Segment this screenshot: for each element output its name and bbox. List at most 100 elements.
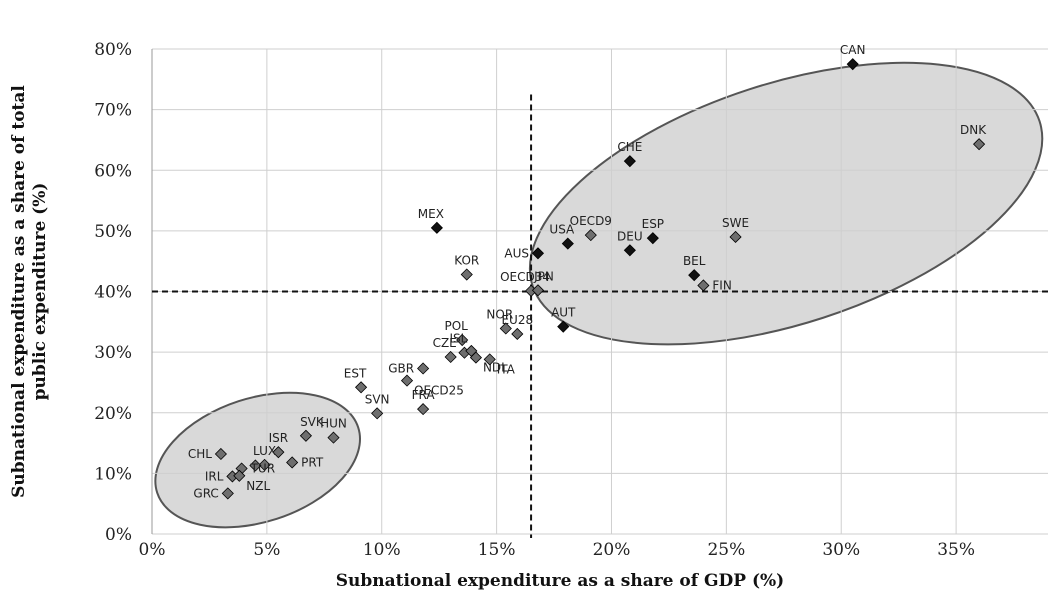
point-label-isr: ISR — [269, 431, 289, 445]
point-usa — [561, 237, 574, 250]
y-tick-label: 10% — [94, 464, 132, 484]
point-label-cze: CZE — [433, 336, 457, 350]
point-label-aus: AUS — [504, 246, 529, 260]
point-label-svn: SVN — [365, 392, 390, 406]
point-kor — [460, 268, 473, 281]
point-oecd25 — [400, 374, 414, 387]
y-tick-label: 30% — [94, 343, 132, 363]
point-label-chl: CHL — [188, 447, 212, 461]
point-label-nor: NOR — [486, 307, 513, 321]
y-tick-label: 80% — [94, 40, 132, 60]
point-aut — [557, 320, 570, 333]
point-svk — [299, 429, 312, 442]
point-label-eu28: EU28 — [501, 313, 533, 327]
x-tick-label: 35% — [937, 540, 975, 560]
point-label-isl: ISL — [450, 332, 468, 346]
x-tick-label: 25% — [707, 540, 745, 560]
point-aus — [531, 247, 545, 260]
point-isr — [272, 446, 285, 459]
x-tick-label: 0% — [139, 540, 166, 560]
x-tick-label: 15% — [478, 540, 516, 560]
point-unlabeled — [249, 459, 262, 472]
point-label-prt: PRT — [301, 455, 324, 469]
point-label-kor: KOR — [454, 254, 479, 268]
point-label-swe: SWE — [722, 216, 749, 230]
point-chl — [214, 447, 227, 461]
axis-ticks: 0% 5% 10% 15% 20% 25% 30% 35% 0% 10% 20% 30% 40% 50% 6… — [94, 40, 975, 560]
point-swe — [729, 230, 742, 244]
point-label-pol: POL — [444, 319, 468, 333]
point-label-fra: FRA — [412, 388, 436, 402]
x-tick-label: 5% — [253, 540, 280, 560]
x-tick-label: 20% — [593, 540, 631, 560]
y-tick-label: 70% — [94, 101, 132, 121]
point-label-che: CHE — [617, 140, 642, 154]
y-axis-title: Subnational expenditure as a share of to… — [9, 85, 50, 498]
point-label-oecd25: OECD25 — [414, 384, 464, 398]
point-label-fin: FIN — [712, 278, 731, 292]
point-est — [355, 381, 368, 394]
point-label-jpn: JPN — [533, 269, 554, 283]
point-label-dnk: DNK — [960, 123, 987, 137]
point-che — [623, 155, 636, 168]
point-eu28 — [511, 327, 524, 341]
point-label-oecd34: OECD34 — [500, 270, 550, 284]
point-label-lux: LUX — [253, 444, 276, 458]
point-label-grc: GRC — [193, 486, 218, 500]
point-label-bel: BEL — [683, 254, 706, 268]
y-axis-title-line-1: Subnational expenditure as a share of to… — [9, 85, 29, 498]
point-label-nzl: NZL — [246, 479, 270, 493]
point-label-mex: MEX — [418, 207, 444, 221]
point-cze — [444, 350, 457, 364]
group-ellipses — [154, 61, 1044, 529]
point-lux — [258, 458, 271, 471]
point-esp — [646, 232, 659, 245]
point-label-oecd9: OECD9 — [570, 214, 612, 228]
point-label-deu: DEU — [617, 229, 643, 243]
group-ellipse-2 — [528, 61, 1044, 346]
point-label-svk: SVK — [300, 415, 325, 429]
point-label-can: CAN — [840, 43, 866, 57]
point-bel — [688, 269, 701, 282]
point-grc — [221, 487, 234, 500]
point-svn — [371, 407, 384, 420]
y-tick-label: 50% — [94, 222, 132, 242]
point-jpn — [531, 284, 545, 297]
point-fra — [417, 403, 430, 416]
y-tick-label: 20% — [94, 404, 132, 424]
point-label-usa: USA — [549, 223, 575, 237]
reference-lines — [152, 94, 1048, 538]
point-dnk — [973, 138, 986, 151]
y-tick-label: 0% — [105, 525, 132, 545]
point-nor — [499, 322, 512, 335]
point-label-irl: IRL — [205, 469, 224, 483]
x-tick-label: 10% — [363, 540, 401, 560]
point-gbr — [417, 362, 430, 375]
point-oecd9 — [584, 229, 597, 242]
point-ita — [483, 353, 496, 366]
x-axis-title: Subnational expenditure as a share of GD… — [336, 571, 784, 591]
point-label-ita: ITA — [497, 362, 516, 376]
point-nzl — [233, 469, 246, 482]
point-label-esp: ESP — [642, 217, 664, 231]
point-label-gbr: GBR — [388, 361, 414, 375]
point-label-tur: TUR — [250, 462, 275, 476]
point-mex — [430, 221, 443, 234]
point-label-hun: HUN — [320, 417, 347, 431]
point-prt — [286, 456, 299, 469]
group-ellipse-1 — [154, 391, 361, 529]
point-can — [846, 58, 859, 71]
point-label-est: EST — [344, 366, 367, 380]
point-fin — [697, 279, 710, 292]
x-tick-label: 30% — [822, 540, 860, 560]
point-label-aut: AUT — [551, 306, 576, 320]
y-tick-label: 40% — [94, 283, 132, 303]
point-ndl — [469, 351, 483, 364]
y-axis-title-line-2: public expenditure (%) — [30, 183, 50, 401]
y-tick-label: 60% — [94, 161, 132, 181]
point-deu — [623, 244, 636, 257]
point-hun — [327, 431, 340, 444]
point-pol — [456, 333, 469, 347]
